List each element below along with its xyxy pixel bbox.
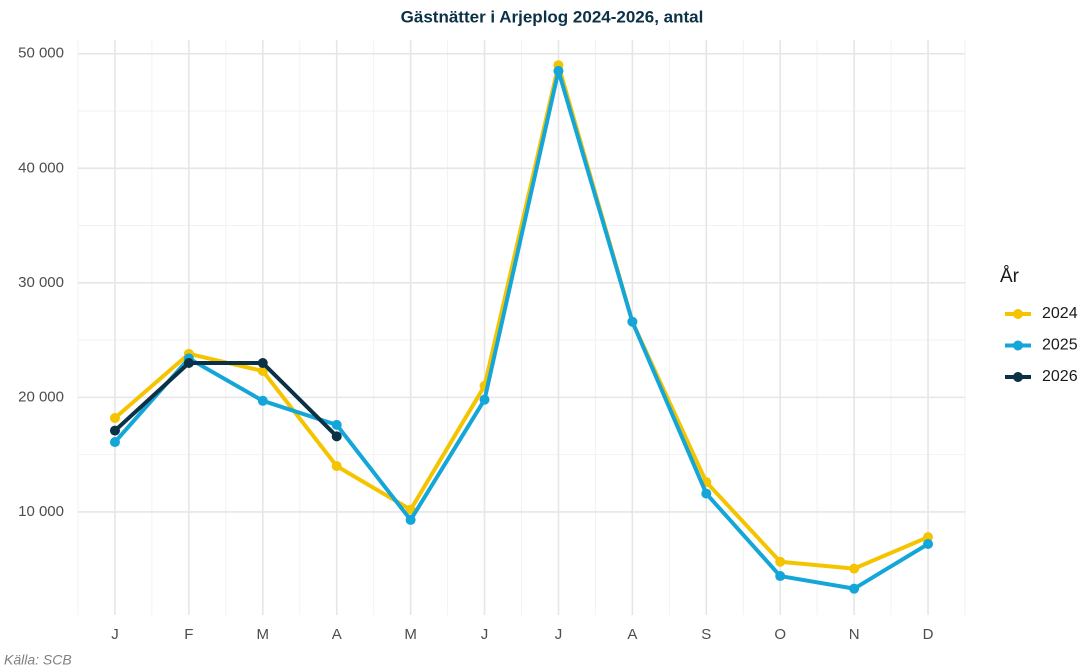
x-tick-label: D [923,626,934,643]
point [257,395,268,406]
grid [77,40,966,615]
point [627,316,638,327]
legend-label: 2026 [1042,368,1078,385]
point [257,358,268,369]
x-tick-label: O [774,626,786,643]
point [109,437,120,448]
x-tick-label: F [184,626,193,643]
legend-label: 2024 [1042,305,1078,322]
line [113,68,930,591]
legend-label: 2025 [1042,337,1078,354]
x-tick-label: A [332,626,342,643]
y-tick-label: 30 000 [18,274,64,291]
legend-swatch-point [1013,372,1023,382]
chart-title: Gästnätter i Arjeplog 2024-2026, antal [401,7,704,26]
point [775,556,786,567]
point [923,532,934,543]
series [109,358,342,442]
x-tick-label: J [481,626,489,643]
point [183,358,194,369]
y-tick-label: 50 000 [18,45,64,62]
x-tick-label: M [404,626,417,643]
point [257,366,268,377]
point [405,514,416,525]
y-tick-label: 40 000 [18,159,64,176]
x-tick-label: M [257,626,270,643]
legend-swatch-point [1013,309,1023,319]
line [113,361,339,438]
point [331,431,342,442]
point [109,412,120,423]
point [553,65,564,76]
point [849,583,860,594]
point [923,538,934,549]
x-tick-label: S [701,626,711,643]
point [775,571,786,582]
y-tick-label: 10 000 [18,503,64,520]
x-tick-label: J [555,626,563,643]
x-tick-label: A [627,626,637,643]
x-tick-label: J [111,626,119,643]
point [849,563,860,574]
point [479,394,490,405]
y-tick-label: 20 000 [18,388,64,405]
point [701,488,712,499]
caption: Källa: SCB [4,652,72,668]
point [331,419,342,430]
legend-title: År [1000,266,1020,287]
legend-swatch-point [1013,340,1023,351]
point [109,425,120,436]
point [331,461,342,472]
line [113,63,929,571]
x-tick-label: N [849,626,860,643]
